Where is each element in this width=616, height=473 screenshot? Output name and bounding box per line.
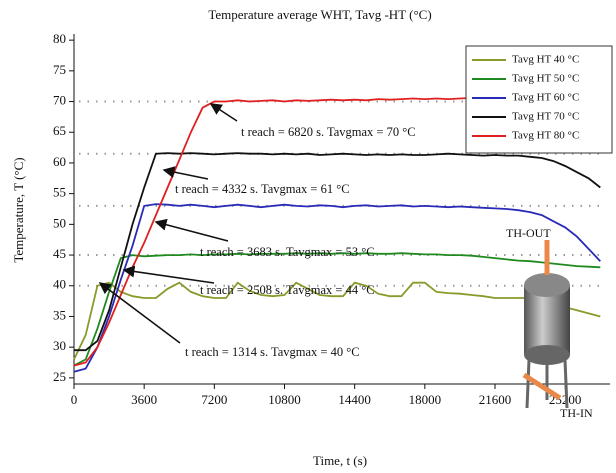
legend-label: Tavg HT 40 °C <box>512 54 579 66</box>
annotation-arrow <box>154 218 229 242</box>
legend-label: Tavg HT 50 °C <box>512 73 579 85</box>
annotation: t reach = 6820 s. Tavgmax = 70 °C <box>241 125 416 139</box>
y-tick-label: 45 <box>53 246 66 261</box>
y-tick-label: 70 <box>53 93 66 108</box>
y-tick-label: 75 <box>53 62 66 77</box>
figure-label: TH-OUT <box>506 226 551 240</box>
y-tick-label: 25 <box>53 369 66 384</box>
y-tick-label: 55 <box>53 185 66 200</box>
annotation-arrow <box>98 282 181 344</box>
figure-label: TH-IN <box>560 406 593 420</box>
x-tick-label: 18000 <box>409 392 442 407</box>
tank-illustration <box>522 240 570 409</box>
x-tick-label: 3600 <box>131 392 157 407</box>
annotation: t reach = 2508 s. Tavgmax = 44 °C <box>200 283 375 297</box>
legend-label: Tavg HT 60 °C <box>512 92 579 104</box>
y-tick-label: 30 <box>53 338 66 353</box>
x-axis-label: Time, t (s) <box>313 453 367 468</box>
series-line <box>73 281 601 360</box>
series-line <box>73 252 601 367</box>
chart-title: Temperature average WHT, Tavg -HT (°C) <box>208 7 431 22</box>
x-tick-label: 14400 <box>338 392 371 407</box>
annotation-arrow <box>122 265 215 284</box>
x-tick-label: 21600 <box>479 392 512 407</box>
y-tick-label: 65 <box>53 123 66 138</box>
y-tick-label: 40 <box>53 277 66 292</box>
legend-label: Tavg HT 80 °C <box>512 130 579 142</box>
annotation: t reach = 1314 s. Tavgmax = 40 °C <box>185 345 360 359</box>
y-axis-label: Temperature, T (°C) <box>11 157 26 262</box>
series-line <box>73 203 601 373</box>
annotation: t reach = 4332 s. Tavgmax = 61 °C <box>175 182 350 196</box>
y-tick-label: 60 <box>53 154 66 169</box>
annotation-arrow <box>209 103 238 122</box>
y-tick-label: 35 <box>53 307 66 322</box>
y-tick-label: 80 <box>53 31 66 46</box>
annotation: t reach = 3683 s. Tavgmax = 53 °C <box>200 245 375 259</box>
x-tick-label: 7200 <box>201 392 227 407</box>
x-tick-label: 0 <box>71 392 78 407</box>
legend-label: Tavg HT 70 °C <box>512 111 579 123</box>
series-line <box>74 152 601 352</box>
annotation-arrow <box>162 166 209 180</box>
x-tick-label: 10800 <box>268 392 301 407</box>
y-tick-label: 50 <box>53 215 66 230</box>
